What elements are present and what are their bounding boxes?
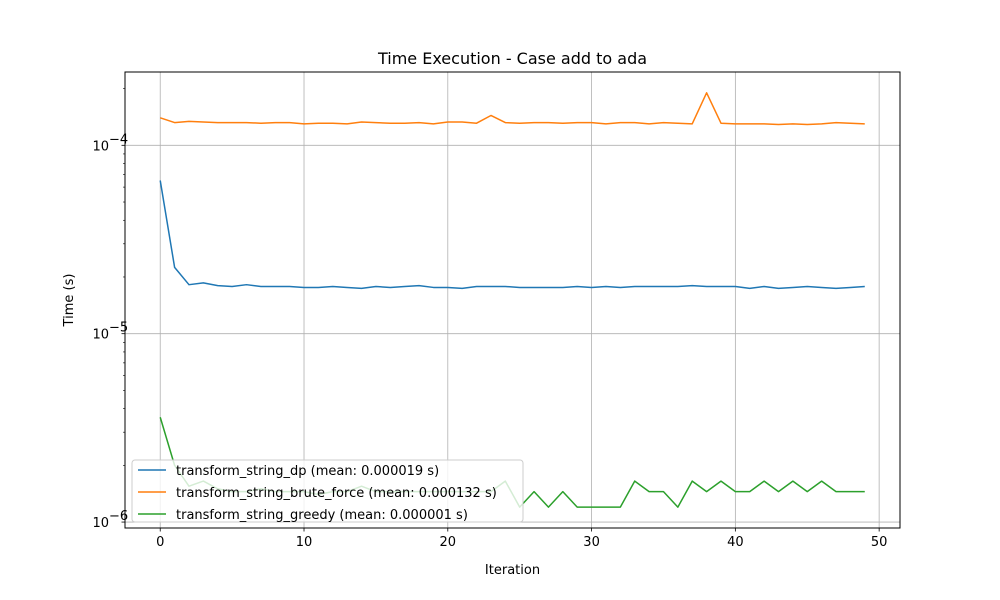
x-axis-ticks: 0 10 20 30 40 50: [156, 528, 887, 550]
legend-box: [131, 459, 524, 523]
y-tick-label: 10: [92, 139, 109, 154]
y-axis-ticks: 10−610−510−4: [92, 88, 128, 531]
x-tick-label: 0: [156, 535, 164, 550]
grid-lines: [125, 72, 900, 528]
y-tick-exponent: −5: [109, 321, 128, 336]
y-tick-exponent: −4: [109, 132, 128, 147]
x-tick-label: 10: [296, 535, 313, 550]
series-line-1: [159, 180, 865, 290]
chart-title: Time Execution - Case add to ada: [377, 49, 647, 68]
y-tick-label: 10: [92, 328, 109, 343]
y-tick-label: 10: [92, 516, 109, 531]
series-line-2: [159, 92, 865, 126]
x-tick-label: 50: [871, 535, 888, 550]
legend-label: transform_string_brute_force (mean: 0.00…: [176, 486, 497, 501]
x-tick-label: 30: [583, 535, 600, 550]
x-tick-label: 40: [727, 535, 744, 550]
x-axis-label: Iteration: [485, 563, 540, 578]
x-tick-label: 20: [440, 535, 457, 550]
legend: transform_string_dp (mean: 0.000019 s) tr…: [131, 459, 524, 523]
y-axis-label: Time (s): [62, 274, 77, 328]
y-tick-exponent: −6: [109, 509, 128, 524]
plot-frame: [124, 71, 901, 529]
legend-label: transform_string_dp (mean: 0.000019 s): [176, 464, 439, 479]
legend-label: transform_string_greedy (mean: 0.000001 …: [176, 508, 468, 523]
